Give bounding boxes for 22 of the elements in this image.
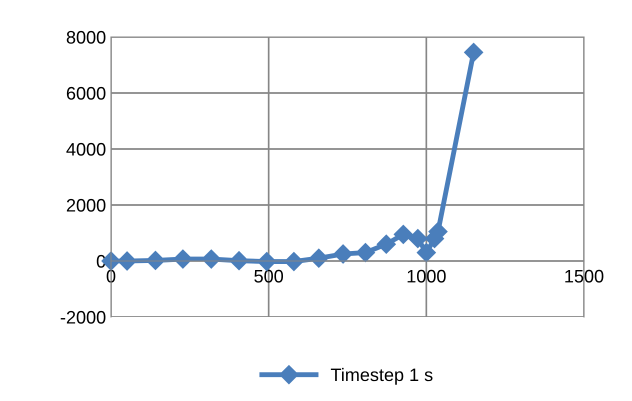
point — [202, 250, 221, 269]
x-tick-label: 1500 — [565, 270, 604, 283]
point — [408, 229, 428, 248]
point — [309, 248, 328, 268]
point — [416, 243, 436, 262]
point — [146, 250, 165, 270]
y-tick-label: -2000 — [60, 310, 106, 324]
point — [376, 234, 396, 254]
point — [118, 251, 137, 271]
y-tick-label: 4000 — [66, 142, 106, 156]
x-tick-label: 500 — [254, 270, 284, 283]
y-tick-label: 8000 — [66, 30, 106, 44]
point — [356, 243, 376, 262]
y-tick-label: 6000 — [66, 86, 106, 100]
point — [284, 252, 304, 272]
legend-label: Timestep 1 s — [330, 368, 432, 385]
point — [394, 224, 413, 244]
point — [464, 42, 484, 62]
x-tick-label: 1000 — [408, 270, 446, 283]
point — [173, 250, 192, 269]
y-tick-label: 2000 — [66, 198, 106, 212]
point — [334, 244, 353, 264]
